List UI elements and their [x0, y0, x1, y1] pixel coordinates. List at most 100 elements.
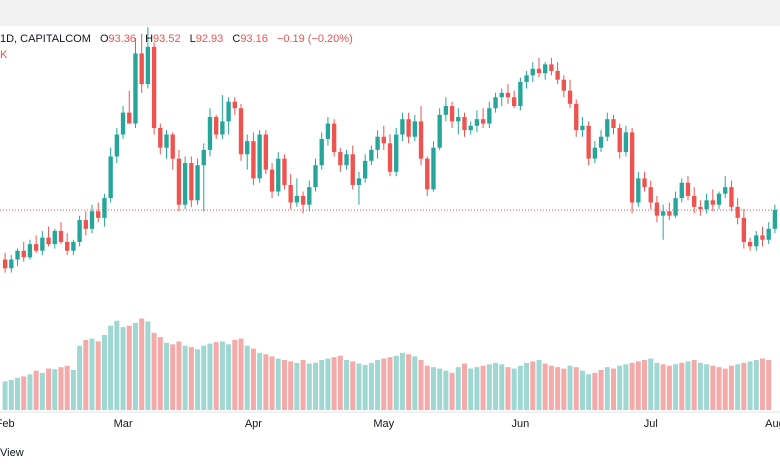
x-axis: Feb Mar Apr May Jun Jul Aug [0, 411, 780, 430]
footer-text[interactable]: View [0, 447, 24, 459]
candle [710, 189, 715, 212]
candle-body [369, 149, 374, 161]
candle [226, 97, 231, 135]
volume-bar [263, 354, 269, 410]
candle [772, 204, 778, 234]
candle-body [511, 97, 517, 107]
candle-body [654, 202, 660, 216]
volume-bar [344, 360, 350, 410]
candle [232, 97, 237, 115]
candle-body [133, 53, 138, 124]
candle-body [406, 119, 411, 137]
candle [2, 252, 8, 273]
symbol-label: 1D, CAPITALCOM [0, 33, 91, 45]
candle-body [21, 250, 26, 258]
candle [400, 112, 405, 142]
volume-bar [244, 345, 250, 410]
candle-body [580, 125, 585, 131]
volume-bar [331, 357, 337, 410]
volume-bar [356, 363, 362, 410]
volume-bar [362, 365, 368, 410]
volume-bar [120, 327, 126, 410]
candle-body [741, 217, 747, 242]
candle-body [667, 211, 672, 216]
candle-body [766, 228, 771, 240]
volume-bar [424, 365, 430, 410]
volume-bar [170, 344, 176, 410]
candle [729, 180, 734, 212]
candle-body [350, 154, 355, 185]
candle [518, 77, 523, 111]
candle-body [15, 250, 20, 260]
candle [406, 112, 411, 144]
candle-body [487, 108, 492, 124]
candle-body [698, 206, 703, 210]
candle [77, 215, 82, 247]
candle-body [263, 134, 269, 170]
candle [636, 171, 641, 207]
volume-bar [70, 370, 76, 410]
candle [207, 108, 213, 157]
volume-bar [412, 356, 418, 410]
candle-body [201, 149, 206, 166]
candlestick-chart[interactable]: Feb Mar Apr May Jun Jul Aug [0, 0, 780, 446]
candle [648, 180, 653, 210]
candle [15, 248, 20, 267]
candle-body [331, 123, 337, 153]
candle [71, 239, 76, 256]
candle-body [456, 117, 461, 122]
candle-body [431, 147, 436, 190]
candle [114, 127, 120, 164]
candle [65, 233, 70, 256]
candle [189, 156, 194, 207]
candle-body [598, 136, 604, 148]
open-label: O [99, 33, 109, 45]
candle-body [226, 101, 231, 122]
candle [83, 211, 88, 236]
volume-bar [759, 358, 765, 410]
candle [288, 174, 293, 210]
volume-bar [139, 318, 145, 410]
candle [723, 176, 728, 199]
candle-body [549, 64, 554, 71]
candle-body [772, 209, 778, 229]
candle [704, 193, 709, 214]
volume-bar [722, 368, 728, 410]
volume-bar [530, 361, 536, 410]
x-tick-label: Jul [644, 418, 658, 430]
candle [201, 143, 206, 212]
volume-bar [157, 337, 163, 410]
volume-bar [573, 367, 579, 410]
volume-bar [381, 358, 387, 410]
volume-bar [567, 365, 573, 410]
volume-bars [2, 318, 772, 410]
candle [375, 130, 380, 159]
candle-body [27, 244, 33, 258]
volume-bar [741, 362, 747, 410]
volume-bar [685, 361, 691, 410]
candle-body [46, 237, 51, 245]
volume-bar [399, 352, 405, 410]
candle [679, 178, 684, 203]
volume-bar [250, 348, 256, 410]
candle-body [195, 165, 200, 201]
candle [21, 241, 26, 262]
ohlc-legend: 1D, CAPITALCOM O93.36 H93.52 L92.93 C93.… [0, 33, 353, 45]
candle [344, 149, 349, 170]
candle-body [214, 117, 219, 135]
candle [27, 239, 33, 260]
candle [592, 141, 598, 164]
candle [170, 132, 175, 170]
volume-bar [219, 341, 225, 410]
candle-body [282, 158, 287, 185]
candle [387, 134, 393, 177]
volume-bar [666, 365, 672, 410]
volume-bar [2, 381, 8, 410]
candle-body [300, 195, 306, 205]
candle-body [182, 163, 188, 205]
high-value: 93.52 [153, 33, 181, 45]
volume-bar [468, 368, 474, 410]
candle [443, 97, 449, 122]
candle [462, 112, 467, 137]
low-label: L [189, 33, 196, 45]
